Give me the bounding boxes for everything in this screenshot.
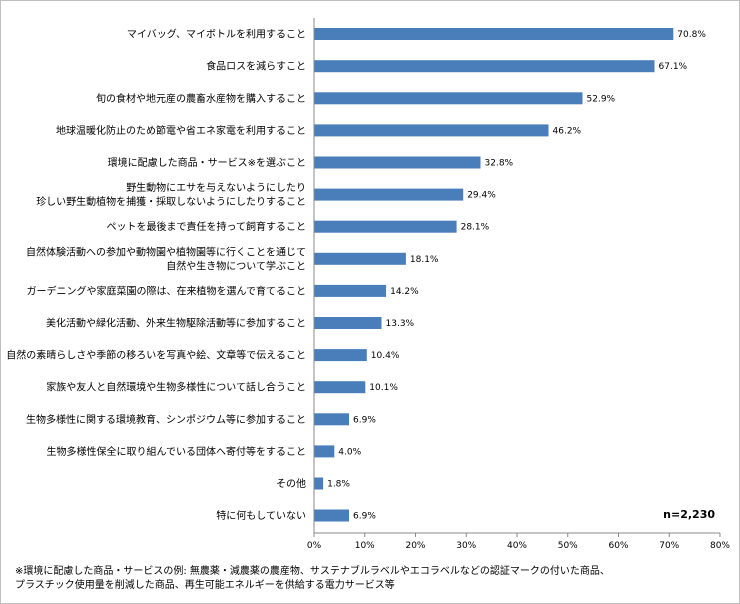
category-label-7-line-1: 自然や生き物について学ぶこと [166, 259, 306, 272]
category-label-7-line-0: 自然体験活動への参加や動物園や植物園等に行くことを通じて [26, 245, 306, 258]
labels-layer: 70.8% マイバッグ、マイボトルを利用すること 67.1% 食品ロスを減らすこと 52… [6, 28, 706, 523]
bar-2 [314, 92, 583, 105]
footnote-line-1: ※環境に配慮した商品・サービスの例: 無農薬・減農薬の農産物、サステナブルラベル… [15, 566, 610, 577]
bar-chart: 0% 10% 20% 30% 40% 50% 60% 70% 80% 70.8% マイバッグ、マイ… [6, 18, 730, 551]
value-label-10: 10.4% [371, 351, 400, 361]
bar-1 [314, 60, 655, 73]
bar-12 [314, 413, 349, 426]
category-label-13: 生物多様性保全に取り組んでいる団体へ寄付等をすること [47, 445, 307, 458]
x-tick-label-5: 50% [558, 541, 578, 551]
sample-size-annotation: n=2,230 [663, 508, 715, 521]
x-tick-label-4: 40% [507, 541, 527, 551]
bar-11 [314, 381, 366, 394]
category-label-2: 旬の食材や地元産の農畜水産物を購入すること [96, 92, 306, 105]
value-label-14: 1.8% [327, 480, 350, 490]
category-label-4: 環境に配慮した商品・サービス※を選ぶこと [108, 156, 306, 169]
x-tick-label-1: 10% [355, 541, 375, 551]
bar-4 [314, 156, 481, 169]
value-label-3: 46.2% [553, 126, 582, 136]
x-tick-label-8: 80% [710, 541, 730, 551]
x-tick-label-6: 60% [608, 541, 628, 551]
x-tick-label-3: 30% [456, 541, 476, 551]
bar-9 [314, 317, 382, 329]
x-tick-label-0: 0% [307, 541, 322, 551]
category-label-11: 家族や友人と自然環境や生物多様性について話し合うこと [46, 381, 306, 394]
bar-15 [314, 509, 349, 522]
bar-8 [314, 284, 387, 297]
category-label-9: 美化活動や緑化活動、外来生物駆除活動等に参加すること [46, 317, 306, 330]
value-label-1: 67.1% [659, 62, 688, 72]
bar-6 [314, 220, 457, 233]
value-label-12: 6.9% [353, 415, 376, 425]
category-label-10: 自然の素晴らしさや季節の移ろいを写真や絵、文章等で伝えること [6, 349, 306, 362]
bar-3 [314, 124, 549, 137]
category-label-6: ペットを最後まで責任を持って飼育すること [107, 220, 307, 233]
value-label-5: 29.4% [467, 191, 496, 201]
category-label-3: 地球温暖化防止のため節電や省エネ家電を利用すること [56, 124, 306, 137]
value-label-15: 6.9% [353, 512, 376, 522]
value-label-6: 28.1% [461, 223, 490, 233]
axis-layer: 0% 10% 20% 30% 40% 50% 60% 70% 80% [307, 18, 730, 551]
bar-5 [314, 188, 464, 201]
category-label-5-line-1: 珍しい野生動植物を捕獲・採取しないようにしたりすること [36, 195, 306, 208]
category-label-12: 生物多様性に関する環境教育、シンポジウム等に参加すること [26, 413, 306, 426]
value-label-7: 18.1% [410, 255, 439, 265]
value-label-2: 52.9% [587, 94, 616, 104]
category-label-8: ガーデニングや家庭菜園の際は、在来植物を選んで育てること [27, 284, 307, 297]
bar-0 [314, 28, 674, 40]
bar-7 [314, 252, 406, 265]
value-label-0: 70.8% [677, 30, 706, 40]
category-label-14: その他 [276, 477, 306, 490]
value-label-9: 13.3% [386, 319, 415, 329]
value-label-11: 10.1% [369, 383, 398, 393]
footnote-line-2: プラスチック使用量を削減した商品、再生可能エネルギーを供給する電力サービス等 [15, 580, 395, 591]
footnote: ※環境に配慮した商品・サービスの例: 無農薬・減農薬の農産物、サステナブルラベル… [15, 565, 730, 593]
value-label-13: 4.0% [338, 447, 361, 457]
bar-14 [314, 477, 324, 490]
x-tick-label-2: 20% [405, 541, 425, 551]
bar-10 [314, 349, 367, 362]
value-label-8: 14.2% [390, 287, 419, 297]
category-label-5-line-0: 野生動物にエサを与えないようにしたり [126, 181, 306, 194]
value-label-4: 32.8% [485, 159, 514, 169]
bars-layer [314, 28, 674, 522]
bar-13 [314, 445, 335, 458]
category-label-1: 食品ロスを減らすこと [206, 60, 306, 73]
category-label-0: マイバッグ、マイボトルを利用すること [127, 28, 306, 41]
x-tick-label-7: 70% [659, 541, 679, 551]
category-label-15: 特に何もしていない [216, 509, 306, 522]
